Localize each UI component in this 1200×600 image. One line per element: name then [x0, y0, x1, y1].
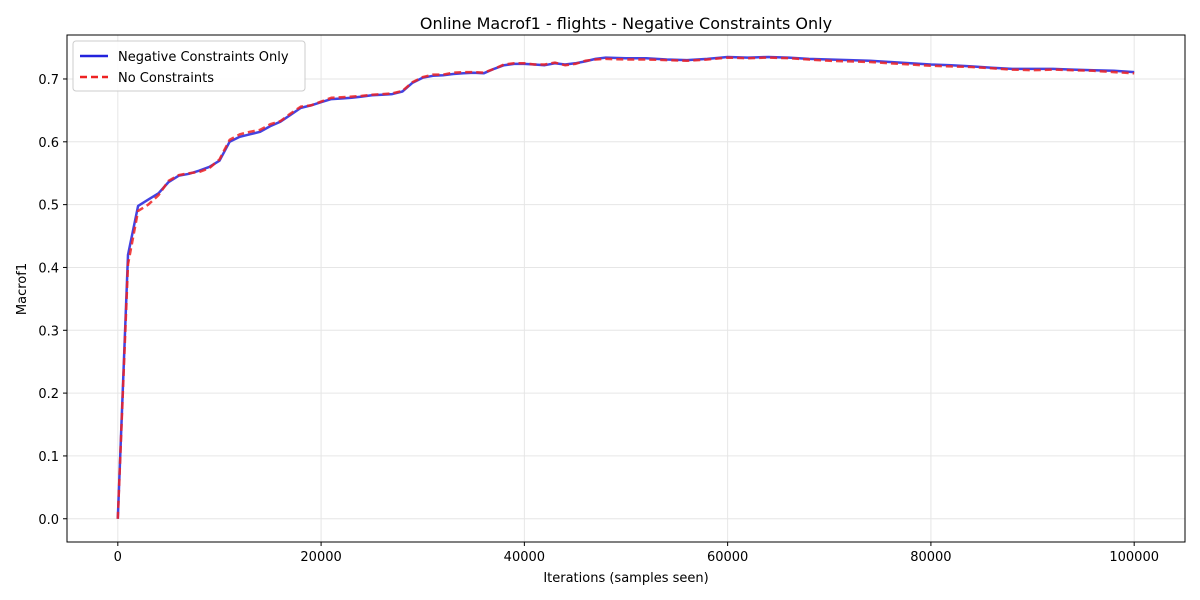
x-tick-label: 40000	[504, 550, 545, 565]
x-tick-label: 0	[114, 550, 122, 565]
grid	[67, 35, 1185, 542]
chart-title: Online Macrof1 - flights - Negative Cons…	[420, 14, 832, 33]
y-tick-label: 0.0	[38, 513, 59, 528]
x-axis-label: Iterations (samples seen)	[543, 571, 708, 586]
x-tick-label: 80000	[910, 550, 951, 565]
y-tick-label: 0.5	[38, 199, 59, 214]
x-tick-label: 100000	[1109, 550, 1159, 565]
x-tick-label: 60000	[707, 550, 748, 565]
x-tick-label: 20000	[300, 550, 341, 565]
y-axis-ticks: 0.0 0.1 0.2 0.3 0.4 0.5 0.6 0.7	[38, 73, 67, 528]
series-line-negative-constraints	[116, 55, 1135, 519]
legend-label-negative-constraints: Negative Constraints Only	[118, 50, 289, 65]
legend-box	[72, 40, 306, 92]
y-tick-label: 0.1	[38, 450, 59, 465]
y-tick-label: 0.6	[38, 136, 59, 151]
legend: Negative Constraints Only No Constraints	[72, 40, 306, 92]
y-tick-label: 0.4	[38, 261, 59, 276]
y-tick-label: 0.3	[38, 324, 59, 339]
x-axis-ticks: 0 20000 40000 60000 80000 100000	[114, 542, 1159, 565]
y-tick-label: 0.2	[38, 387, 59, 402]
y-axis-label: Macrof1	[15, 263, 30, 315]
series-lines	[116, 55, 1135, 519]
plot-area-frame	[66, 34, 1186, 543]
legend-label-no-constraints: No Constraints	[118, 71, 214, 86]
series-line-no-constraints	[116, 56, 1135, 519]
y-tick-label: 0.7	[38, 73, 59, 88]
